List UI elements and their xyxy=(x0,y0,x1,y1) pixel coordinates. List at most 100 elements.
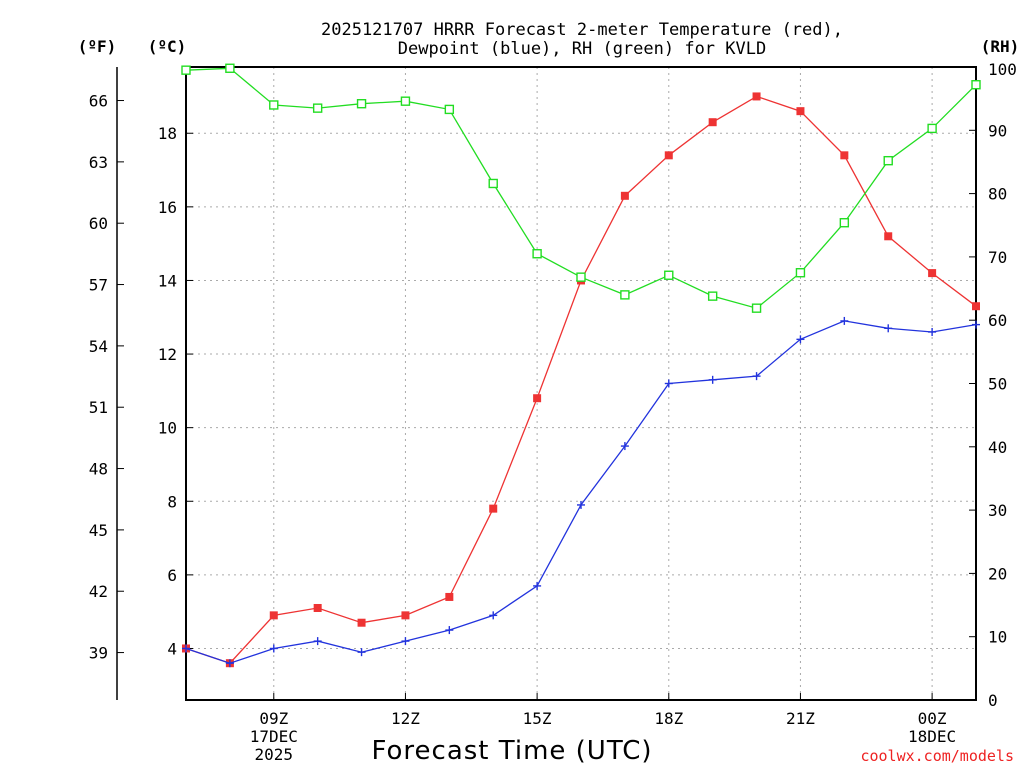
temperature-point xyxy=(313,603,322,612)
celsius-tick-label: 18 xyxy=(158,124,177,143)
dewpoint-point xyxy=(577,500,585,509)
fahrenheit-tick-label: 57 xyxy=(89,276,108,295)
dewpoint-point xyxy=(928,327,937,336)
x-tick-label: 18Z xyxy=(654,709,683,728)
temperature-point xyxy=(489,504,498,513)
rh-point xyxy=(269,100,279,110)
dewpoint-point xyxy=(752,372,761,381)
x-tick-label: 09Z xyxy=(259,709,288,728)
celsius-tick-label: 6 xyxy=(167,566,177,585)
series xyxy=(181,63,981,668)
rh-point xyxy=(664,270,674,280)
dewpoint-point xyxy=(182,644,190,653)
dewpoint-point xyxy=(225,659,234,668)
fahrenheit-tick-label: 48 xyxy=(89,460,108,479)
grid xyxy=(186,67,976,700)
temperature-point xyxy=(972,302,980,311)
dewpoint-point xyxy=(884,324,893,333)
rh-tick-label: 30 xyxy=(988,501,1007,520)
temperature-point xyxy=(796,107,805,116)
celsius-unit-label: (ºC) xyxy=(148,37,187,56)
fahrenheit-tick-label: 42 xyxy=(89,582,108,601)
x-tick-label: 18DEC xyxy=(908,727,956,746)
temperature-point xyxy=(533,394,542,403)
rh-point xyxy=(795,268,806,278)
dewpoint-point xyxy=(796,335,805,344)
rh-tick-label: 90 xyxy=(988,121,1007,140)
dewpoint-point xyxy=(840,316,849,325)
fahrenheit-tick-label: 66 xyxy=(89,92,108,111)
celsius-tick-label: 12 xyxy=(158,345,177,364)
dewpoint-point xyxy=(533,581,542,590)
dewpoint-point xyxy=(357,648,366,657)
rh-tick-label: 60 xyxy=(988,311,1007,330)
x-tick-label: 21Z xyxy=(786,709,815,728)
temperature-point xyxy=(401,611,410,620)
celsius-tick-label: 14 xyxy=(158,271,177,290)
rh-tick-label: 100 xyxy=(988,60,1017,79)
fahrenheit-tick-label: 45 xyxy=(89,521,108,540)
temperature-point xyxy=(445,592,454,601)
dewpoint-point xyxy=(269,644,278,653)
rh-point xyxy=(400,96,411,106)
series-line xyxy=(185,95,977,664)
temperature-point xyxy=(664,151,673,160)
chart-title-line-2: Dewpoint (blue), RH (green) for KVLD xyxy=(398,39,766,59)
series-relative-humidity xyxy=(181,63,981,313)
celsius-tick-label: 8 xyxy=(167,492,177,511)
dewpoint-point xyxy=(620,442,629,451)
rh-point xyxy=(707,291,718,301)
fahrenheit-unit-label: (ºF) xyxy=(78,37,117,56)
dewpoint-point xyxy=(445,626,454,635)
temperature-point xyxy=(884,232,893,241)
rh-tick-label: 0 xyxy=(988,691,998,710)
rh-tick-label: 10 xyxy=(988,628,1007,647)
temperature-point xyxy=(620,191,629,200)
celsius-tick-label: 10 xyxy=(158,419,177,438)
rh-point xyxy=(181,65,191,75)
fahrenheit-tick-label: 63 xyxy=(89,153,108,172)
rh-tick-label: 80 xyxy=(988,185,1007,204)
rh-point xyxy=(312,103,323,113)
dewpoint-point xyxy=(489,611,498,620)
rh-point xyxy=(488,178,498,189)
rh-tick-label: 70 xyxy=(988,248,1007,267)
series-temperature xyxy=(182,92,980,668)
celsius-tick-label: 16 xyxy=(158,198,177,217)
temperature-point xyxy=(752,92,761,101)
rh-point xyxy=(971,80,981,90)
rh-point xyxy=(620,290,630,300)
fahrenheit-tick-label: 54 xyxy=(89,337,108,356)
dewpoint-point xyxy=(664,379,673,388)
x-tick-label: 2025 xyxy=(255,745,294,764)
dewpoint-point xyxy=(401,637,410,646)
temperature-point xyxy=(269,611,278,620)
axes: 39 42 45 48 51 54 57 60 63 66 4 6 8 10 12 14 16 18 0 10 20 30… xyxy=(89,60,1017,764)
rh-point xyxy=(927,123,937,134)
dewpoint-point xyxy=(972,320,980,329)
series-dewpoint xyxy=(182,316,980,668)
rh-point xyxy=(839,218,850,228)
x-tick-label: 12Z xyxy=(391,709,420,728)
rh-tick-label: 40 xyxy=(988,438,1007,457)
x-tick-label: 00Z xyxy=(918,709,947,728)
fahrenheit-tick-label: 51 xyxy=(89,398,108,417)
temperature-point xyxy=(928,269,937,278)
x-tick-label: 15Z xyxy=(523,709,552,728)
chart-title-line-1: 2025121707 HRRR Forecast 2-meter Tempera… xyxy=(321,20,843,40)
x-tick-label: 17DEC xyxy=(250,727,298,746)
rh-point xyxy=(225,63,235,73)
rh-tick-label: 20 xyxy=(988,564,1007,583)
rh-point xyxy=(883,155,893,166)
series-line xyxy=(185,67,977,309)
dewpoint-point xyxy=(708,375,717,384)
dewpoint-point xyxy=(313,637,322,646)
rh-tick-label: 50 xyxy=(988,375,1007,394)
series-line xyxy=(185,320,977,664)
celsius-tick-label: 4 xyxy=(167,639,177,658)
fahrenheit-tick-label: 39 xyxy=(89,644,108,663)
credit-label: coolwx.com/models xyxy=(860,747,1014,765)
rh-point xyxy=(751,303,762,313)
temperature-point xyxy=(840,151,849,160)
